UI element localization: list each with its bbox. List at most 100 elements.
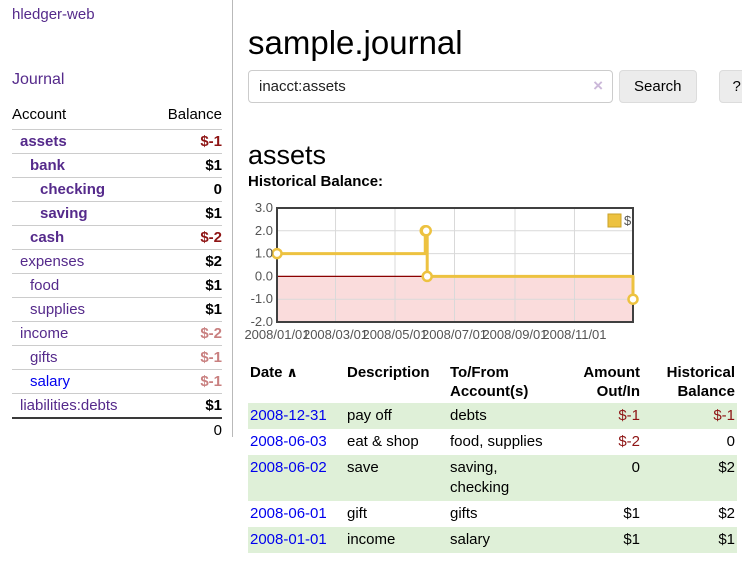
transaction-accounts: food, supplies <box>450 433 543 450</box>
account-balance: 0 <box>150 177 222 202</box>
account-row: gifts $-1 <box>12 345 222 370</box>
sidebar-item-journal[interactable]: Journal <box>12 71 64 89</box>
transaction-balance: $2 <box>718 505 735 522</box>
account-link[interactable]: liabilities:debts <box>20 397 118 414</box>
page-title: sample.journal <box>248 24 463 62</box>
transaction-accounts: salary <box>450 531 491 548</box>
transaction-accounts: saving, checking <box>450 459 510 496</box>
account-row: cash $-2 <box>12 225 222 250</box>
accounts-table: Account Balance assets $-1 bank $1 checking 0… <box>12 103 222 442</box>
help-button[interactable]: ? <box>718 70 742 103</box>
register-row: 2008-01-01 income salary $1 $1 <box>248 527 737 553</box>
app-title-link[interactable]: hledger-web <box>12 6 95 23</box>
chart-container: $3.0 2.0 1.0 0.0 -1.0 -2.0 2008/01/01 2008/03/0… <box>240 202 640 347</box>
register-row: 2008-06-03 eat & shop food, supplies $-2 0 <box>248 429 737 455</box>
accounts-header-row: Account Balance <box>12 103 222 130</box>
account-link[interactable]: gifts <box>30 349 58 366</box>
journal-link-text[interactable]: Journal <box>12 71 65 88</box>
account-row: liabilities:debts $1 <box>12 393 222 418</box>
accounts-header-account: Account <box>12 106 67 123</box>
y-axis-tick-label: 1.0 <box>255 246 273 261</box>
register-row: 2008-12-31 pay off debts $-1 $-1 <box>248 403 737 429</box>
account-balance: $-2 <box>150 225 222 250</box>
transaction-description: save <box>347 459 379 476</box>
accounts-header-balance: Balance <box>167 106 222 123</box>
transaction-accounts: gifts <box>450 505 478 522</box>
data-point[interactable] <box>627 293 639 305</box>
data-point[interactable] <box>271 247 283 260</box>
transaction-date-link[interactable]: 2008-01-01 <box>250 531 327 548</box>
transaction-description: eat & shop <box>347 433 419 450</box>
account-balance: $-1 <box>150 369 222 394</box>
account-link[interactable]: supplies <box>30 301 86 318</box>
transaction-balance: 0 <box>726 433 735 450</box>
chart-legend: $ <box>607 213 632 228</box>
transaction-date-link[interactable]: 2008-06-02 <box>250 459 327 476</box>
y-axis-tick-label: 2.0 <box>255 223 273 238</box>
account-balance: $2 <box>150 249 222 274</box>
transaction-balance: $1 <box>718 531 735 548</box>
account-balance: $-1 <box>150 129 222 154</box>
y-axis-tick-label: -2.0 <box>251 314 273 329</box>
transaction-date-link[interactable]: 2008-12-31 <box>250 407 327 424</box>
account-link[interactable]: saving <box>40 205 88 222</box>
transaction-description: income <box>347 531 396 548</box>
account-link[interactable]: bank <box>30 157 66 174</box>
transaction-accounts: debts <box>450 407 487 424</box>
data-point[interactable] <box>420 225 432 237</box>
account-row: supplies $1 <box>12 297 222 322</box>
account-row: salary $-1 <box>12 369 222 394</box>
account-row: assets $-1 <box>12 129 222 154</box>
date-header-label[interactable]: Date <box>250 364 283 381</box>
x-axis-tick-label: 2008/07/01 <box>422 327 487 342</box>
account-link[interactable]: salary <box>30 373 71 390</box>
account-heading: assets <box>248 140 327 171</box>
register-header-row: Date ∧ Description To/From Account(s) Amo… <box>248 361 737 403</box>
transaction-amount: $-1 <box>618 407 640 424</box>
sort-asc-icon: ∧ <box>286 364 298 380</box>
clear-search-icon[interactable]: × <box>593 76 603 95</box>
account-link[interactable]: income <box>20 325 69 342</box>
data-point[interactable] <box>421 270 433 283</box>
transaction-description: pay off <box>347 407 392 424</box>
account-balance: $1 <box>150 273 222 298</box>
register-header-date[interactable]: Date ∧ <box>248 361 345 403</box>
search-form: × Search ? <box>248 70 742 103</box>
x-axis-tick-label: 2008/05/01 <box>362 327 427 342</box>
account-balance: $1 <box>150 297 222 322</box>
historical-balance-chart[interactable]: $3.0 2.0 1.0 0.0 -1.0 -2.02008/01/012008/03/0… <box>240 202 640 347</box>
account-balance: $1 <box>150 153 222 178</box>
register-header-accounts: To/From Account(s) <box>450 364 529 400</box>
transaction-balance: $2 <box>718 459 735 476</box>
account-link[interactable]: expenses <box>20 253 85 270</box>
chart-title: Historical Balance: <box>248 173 384 190</box>
search-input-wrap: × <box>248 70 613 103</box>
search-input[interactable] <box>248 70 613 103</box>
account-row: bank $1 <box>12 153 222 178</box>
x-axis-tick-label: 2008/09/01 <box>482 327 547 342</box>
legend-label: $ <box>624 213 632 228</box>
account-link[interactable]: assets <box>20 133 67 150</box>
account-balance: $-2 <box>150 321 222 346</box>
account-link[interactable]: food <box>30 277 60 294</box>
legend-swatch-icon <box>607 213 622 228</box>
account-link[interactable]: checking <box>40 181 106 198</box>
y-axis-tick-label: 3.0 <box>255 202 273 215</box>
account-balance: $1 <box>150 393 222 418</box>
register-header-amount: Amount Out/In <box>583 364 640 400</box>
search-button[interactable]: Search <box>619 70 697 103</box>
register-row: 2008-06-02 save saving, checking 0 $2 <box>248 455 737 501</box>
register-row: 2008-06-01 gift gifts $1 $2 <box>248 501 737 527</box>
register-header-balance: Historical Balance <box>666 364 735 400</box>
transaction-date-link[interactable]: 2008-06-01 <box>250 505 327 522</box>
y-axis-tick-label: 0.0 <box>255 268 273 283</box>
account-row: food $1 <box>12 273 222 298</box>
app-title-text[interactable]: hledger-web <box>12 6 95 23</box>
transaction-amount: $1 <box>623 505 640 522</box>
account-link[interactable]: cash <box>30 229 65 246</box>
account-balance: $1 <box>150 201 222 226</box>
transaction-amount: $-2 <box>618 433 640 450</box>
transaction-date-link[interactable]: 2008-06-03 <box>250 433 327 450</box>
register-table: Date ∧ Description To/From Account(s) Amo… <box>248 361 737 553</box>
x-axis-tick-label: 2008/11/01 <box>542 327 606 342</box>
